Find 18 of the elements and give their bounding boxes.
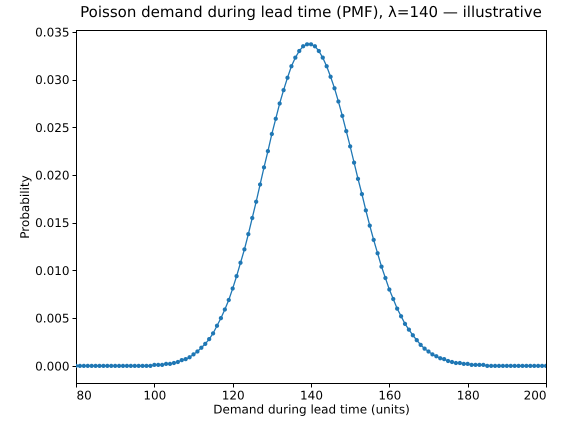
y-tick-label: 0.020 [35, 168, 70, 183]
y-tick-label: 0.000 [35, 359, 70, 374]
y-tick-label: 0.005 [35, 312, 70, 326]
chart-title: Poisson demand during lead time (PMF), λ=140 — illustrative [80, 2, 542, 21]
x-tick-label: 180 [456, 388, 480, 402]
x-axis-title: Demand during lead time (units) [213, 402, 410, 416]
y-tick-label: 0.025 [35, 120, 70, 135]
y-tick-label: 0.035 [35, 25, 70, 40]
x-tick-label: 200 [524, 388, 546, 402]
x-tick-label: 80 [76, 388, 92, 402]
y-axis-title: Probability [18, 175, 32, 239]
y-tick-label: 0.010 [35, 264, 70, 278]
x-tick-label: 100 [143, 388, 166, 402]
x-tick-label: 120 [222, 388, 245, 402]
y-tick-label: 0.015 [35, 216, 70, 230]
y-tick-label: 0.030 [35, 73, 70, 88]
x-tick-label: 140 [300, 388, 323, 402]
x-tick-label: 160 [378, 388, 402, 402]
